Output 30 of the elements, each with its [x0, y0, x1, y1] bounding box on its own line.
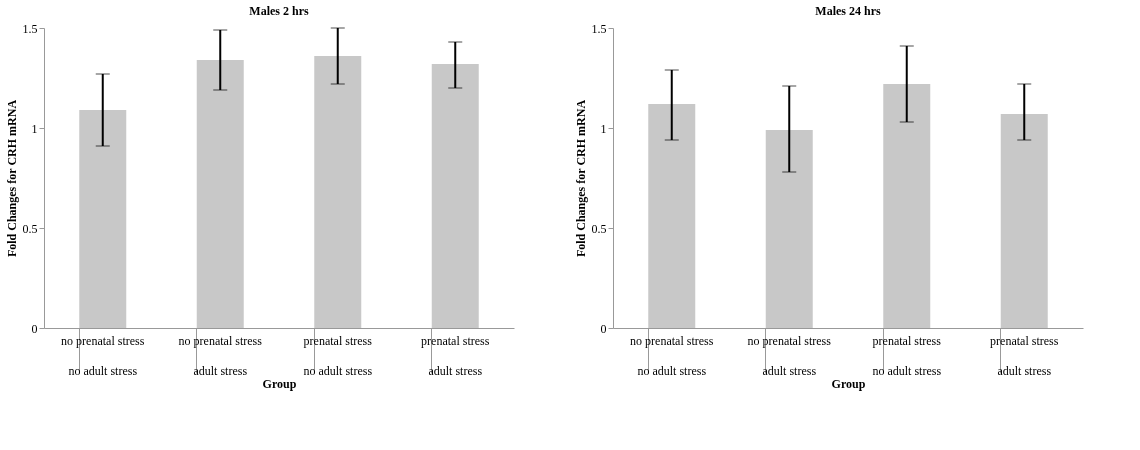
y-tick-label: 1 [600, 121, 607, 136]
y-tick-label: 0 [31, 321, 38, 336]
y-tick-label: 0 [600, 321, 607, 336]
category-label: no prenatal stress adult stress [747, 333, 831, 378]
bar [1000, 114, 1048, 328]
category-label: no prenatal stress no adult stress [61, 333, 145, 378]
bar [79, 110, 127, 328]
y-tick-label: 1 [31, 121, 38, 136]
y-tick-label: 0.5 [591, 221, 607, 236]
bar [196, 60, 244, 328]
category-label: prenatal stress adult stress [990, 333, 1059, 378]
y-tick-label: 1.5 [22, 21, 38, 36]
x-axis-title: Group [831, 376, 866, 391]
category-label: prenatal stress adult stress [421, 333, 490, 378]
y-tick-label: 1.5 [591, 21, 607, 36]
bar [883, 84, 931, 328]
y-axis-title: Fold Changes for CRH mRNA [4, 99, 19, 258]
bar [648, 104, 696, 328]
y-tick-label: 0.5 [22, 221, 38, 236]
bar [314, 56, 362, 328]
chart-title: Males 2 hrs [249, 4, 309, 18]
x-axis-title: Group [262, 376, 297, 391]
bar [431, 64, 479, 328]
category-label: prenatal stress no adult stress [872, 333, 942, 378]
category-label: no prenatal stress no adult stress [630, 333, 714, 378]
chart-title: Males 24 hrs [815, 4, 881, 18]
y-axis-title: Fold Changes for CRH mRNA [573, 99, 588, 258]
category-label: prenatal stress no adult stress [303, 333, 373, 378]
bar [765, 130, 813, 328]
category-label: no prenatal stress adult stress [178, 333, 262, 378]
